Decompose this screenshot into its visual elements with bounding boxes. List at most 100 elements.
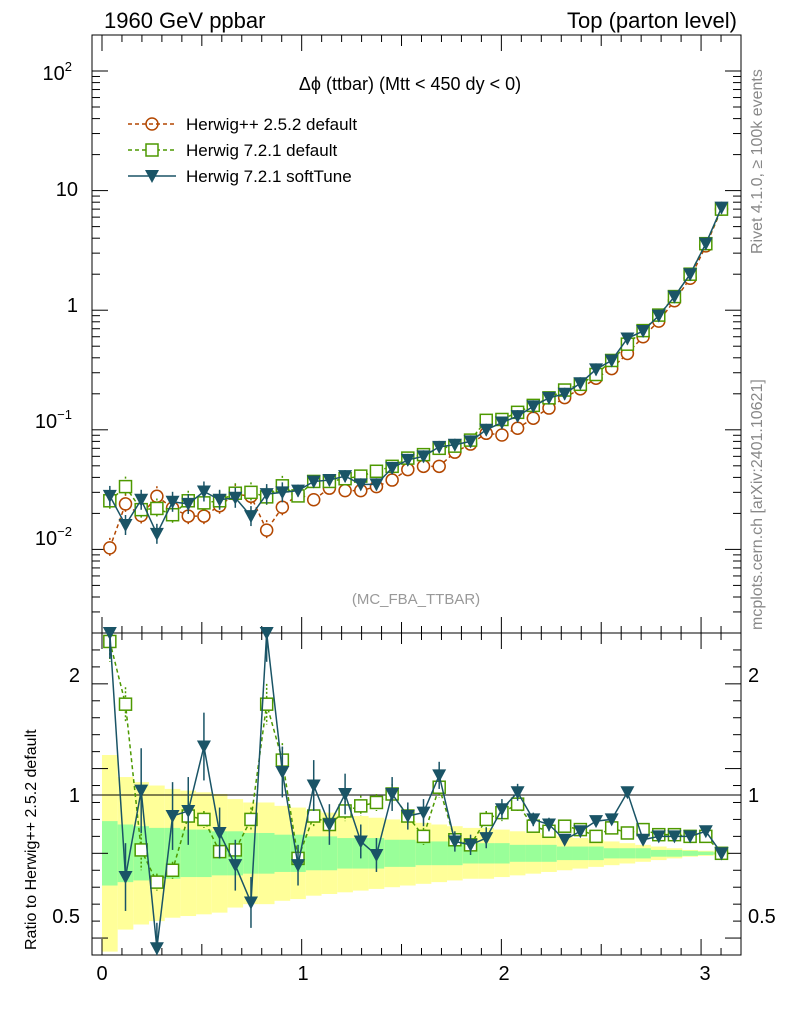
main-point-series-2-14 xyxy=(322,474,337,488)
x-tick-label-1: 1 xyxy=(297,963,308,985)
ratio-band-green-36 xyxy=(666,849,683,857)
main-point-series-2-32 xyxy=(604,354,619,368)
ratio-plot-frame xyxy=(91,632,742,956)
legend-label-herwigpp-252: Herwig++ 2.5.2 default xyxy=(186,115,357,134)
ratio-band-green-20 xyxy=(415,841,432,866)
ratio-point-series-2-37 xyxy=(683,830,698,844)
main-point-series-2-23 xyxy=(463,435,478,449)
ratio-point-series-2-21 xyxy=(432,769,447,783)
ratio-point-series-1-33 xyxy=(620,826,635,840)
ratio-point-series-1-29 xyxy=(557,819,572,833)
ratio-point-series-2-30 xyxy=(573,825,588,839)
ratio-band-green-0 xyxy=(101,821,118,886)
ratio-point-series-1-10 xyxy=(259,697,274,711)
ratio-band-green-35 xyxy=(650,849,667,857)
main-point-series-0-3 xyxy=(150,489,164,504)
legend-label-herwig7-softtune: Herwig 7.2.1 softTune xyxy=(186,167,352,186)
main-point-series-2-38 xyxy=(698,237,713,251)
ratio-band-green-22 xyxy=(447,841,463,866)
legend-entry-herwigpp-252: Herwig++ 2.5.2 default xyxy=(128,115,357,134)
x-tick-labels: 0 1 2 3 xyxy=(96,963,710,985)
ratio-band-green-9 xyxy=(243,832,259,874)
x-tick-label-3: 3 xyxy=(699,963,710,985)
ratio-band-green-29 xyxy=(556,846,573,861)
ratio-point-series-2-33 xyxy=(620,786,635,800)
ratio-band-green-26 xyxy=(509,844,526,862)
main-line-series-2 xyxy=(109,207,723,536)
y-tick-label-1e1: 10 xyxy=(56,179,78,201)
ratio-band-green-24 xyxy=(478,843,495,864)
main-point-series-0-25 xyxy=(495,428,509,442)
main-point-series-1-3 xyxy=(150,501,164,516)
main-point-series-2-24 xyxy=(479,423,494,437)
ratio-y-axis-label: Ratio to Herwig++ 2.5.2 default xyxy=(23,729,40,950)
ratio-band-green-27 xyxy=(525,844,542,862)
chart-header-right: Top (parton level) xyxy=(567,8,737,33)
ratio-band-green-11 xyxy=(274,834,291,872)
ratio-point-series-2-28 xyxy=(541,818,556,832)
ratio-band-green-5 xyxy=(180,829,197,878)
ratio-point-series-2-0 xyxy=(102,627,117,640)
y-tick-label-1e-2: 10−2 xyxy=(35,524,72,550)
ratio-band-green-13 xyxy=(305,836,322,871)
main-point-series-1-9 xyxy=(244,485,258,500)
ratio-point-series-2-32 xyxy=(604,813,619,827)
ratio-point-series-1-2 xyxy=(134,843,148,857)
ratio-band-green-21 xyxy=(431,841,448,866)
ratio-band-green-18 xyxy=(384,839,400,867)
main-point-series-2-30 xyxy=(573,377,588,391)
main-point-series-2-25 xyxy=(494,416,509,430)
main-point-series-2-1 xyxy=(118,518,133,532)
ratio-point-series-2-10 xyxy=(259,627,274,640)
ratio-point-series-1-4 xyxy=(165,863,180,878)
ratio-point-series-2-3 xyxy=(149,942,164,956)
main-point-series-2-16 xyxy=(353,478,368,492)
ratio-point-series-1-20 xyxy=(416,829,431,844)
main-point-series-2-26 xyxy=(510,410,525,424)
ratio-tick-label-0-5: 0.5 xyxy=(52,906,80,928)
main-point-series-2-29 xyxy=(557,387,572,401)
ratio-point-series-1-24 xyxy=(479,812,493,827)
ratio-band-green-6 xyxy=(196,829,212,878)
ratio-point-series-2-16 xyxy=(353,835,368,849)
ratio-point-series-2-4 xyxy=(165,810,180,824)
ratio-band-green-3 xyxy=(149,827,165,879)
mcplots-label: mcplots.cern.ch [arXiv:2401.10621] xyxy=(749,379,766,630)
ratio-point-series-2-24 xyxy=(479,832,494,846)
main-point-series-2-28 xyxy=(541,391,556,405)
main-series-group xyxy=(102,201,729,558)
ratio-point-series-2-27 xyxy=(526,813,541,827)
main-point-series-2-17 xyxy=(369,478,384,492)
main-point-series-0-27 xyxy=(526,411,541,425)
ratio-point-reference-end xyxy=(714,847,729,861)
main-point-series-2-35 xyxy=(651,309,666,323)
analysis-tag: (MC_FBA_TTBAR) xyxy=(352,591,480,608)
ratio-point-series-2-23 xyxy=(463,838,478,852)
ratio-band-green-38 xyxy=(697,851,714,856)
main-point-series-0-1 xyxy=(118,497,133,511)
ratio-point-series-1-1 xyxy=(118,697,133,711)
main-point-series-2-22 xyxy=(447,438,462,452)
main-point-series-2-33 xyxy=(620,332,635,346)
main-point-series-0-10 xyxy=(259,523,274,537)
main-point-series-2-18 xyxy=(385,461,400,475)
ratio-point-series-2-20 xyxy=(416,806,431,820)
ratio-band-green-37 xyxy=(682,850,698,856)
main-point-series-2-27 xyxy=(526,400,541,414)
main-point-series-2-0 xyxy=(102,489,117,503)
chart-title: Δϕ (ttbar) (Mtt < 450 dy < 0) xyxy=(299,74,521,94)
ratio-series-group xyxy=(102,627,729,956)
ratio-point-series-2-34 xyxy=(636,833,651,847)
ratio-point-series-2-22 xyxy=(447,835,462,849)
ratio-band-green-15 xyxy=(337,838,353,869)
y-tick-label-1e0: 1 xyxy=(67,295,78,317)
main-axis-ticks xyxy=(92,34,741,634)
ratio-point-series-2-18 xyxy=(385,788,400,801)
ratio-point-series-2-31 xyxy=(589,815,604,829)
ratio-y-tick-labels: 2 1 0.5 2 1 0.5 xyxy=(52,665,776,928)
ratio-tick-label-1: 1 xyxy=(69,785,80,807)
ratio-line-series-1 xyxy=(109,641,723,884)
main-point-series-0-0 xyxy=(103,541,117,555)
legend-entry-herwig7-default: Herwig 7.2.1 default xyxy=(128,141,337,160)
